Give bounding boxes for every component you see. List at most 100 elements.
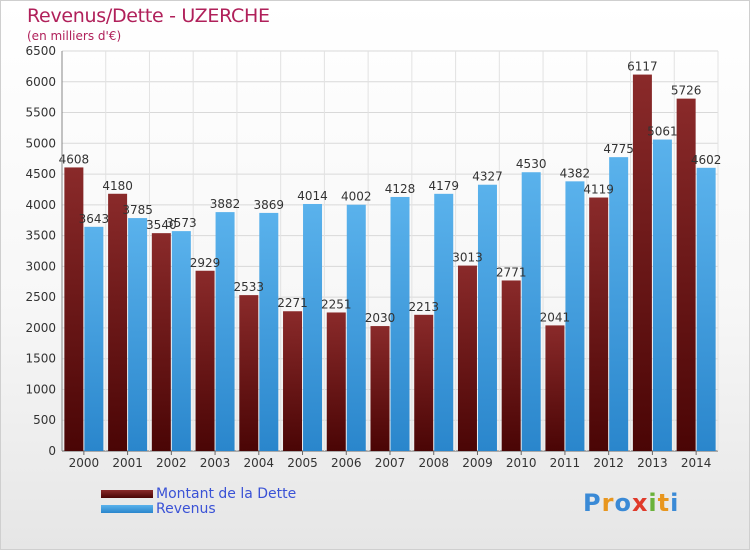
bar-dette: [457, 265, 477, 451]
data-label-dette: 4608: [59, 152, 90, 166]
bar-dette: [632, 74, 652, 452]
y-tick-label: 1500: [25, 352, 56, 366]
bar-dette: [195, 270, 215, 451]
bar-dette: [370, 326, 390, 451]
data-label-revenus: 3573: [166, 216, 197, 230]
x-tick-label: 2002: [156, 456, 187, 470]
x-tick-label: 2012: [593, 456, 624, 470]
data-label-revenus: 4775: [603, 142, 634, 156]
y-tick-label: 4000: [25, 198, 56, 212]
data-label-revenus: 5061: [647, 125, 678, 139]
x-tick-label: 2014: [681, 456, 712, 470]
data-label-revenus: 4382: [560, 166, 591, 180]
y-tick-label: 4500: [25, 167, 56, 181]
bar-revenus: [477, 184, 497, 451]
data-label-revenus: 3882: [210, 197, 241, 211]
chart-subtitle: (en milliers d'€): [27, 29, 122, 43]
x-tick-label: 2004: [244, 456, 275, 470]
legend-label-dette: Montant de la Dette: [156, 486, 297, 502]
y-tick-label: 3500: [25, 229, 56, 243]
bar-revenus: [390, 196, 410, 451]
bar-revenus: [652, 139, 672, 452]
data-label-revenus: 3643: [79, 212, 110, 226]
logo-letter: t: [657, 489, 671, 517]
x-tick-label: 2006: [331, 456, 362, 470]
bar-revenus: [84, 226, 104, 451]
bar-revenus: [696, 167, 716, 452]
x-tick-label: 2013: [637, 456, 668, 470]
bar-revenus: [171, 231, 191, 451]
data-label-dette: 2213: [408, 300, 439, 314]
data-label-revenus: 4602: [691, 153, 722, 167]
legend-label-revenus: Revenus: [156, 501, 216, 517]
data-label-revenus: 4128: [385, 182, 416, 196]
bar-dette: [326, 312, 346, 451]
data-label-dette: 2929: [190, 256, 221, 270]
data-label-revenus: 4530: [516, 157, 547, 171]
y-tick-label: 6500: [25, 44, 56, 58]
bar-dette: [239, 295, 259, 451]
x-tick-label: 2003: [200, 456, 231, 470]
logo-letter: i: [670, 489, 680, 517]
bar-dette: [108, 193, 128, 451]
bar-dette: [501, 280, 521, 451]
bar-dette: [545, 325, 565, 451]
data-label-dette: 5726: [671, 84, 702, 98]
y-tick-label: 500: [33, 413, 56, 427]
data-label-dette: 3013: [452, 251, 483, 265]
y-tick-label: 1000: [25, 382, 56, 396]
data-label-revenus: 4327: [472, 170, 503, 184]
y-tick-label: 2000: [25, 321, 56, 335]
x-tick-label: 2005: [287, 456, 318, 470]
legend-swatch-dette: [101, 490, 153, 498]
bar-dette: [414, 314, 434, 451]
bar-revenus: [215, 212, 235, 451]
x-tick-label: 2007: [375, 456, 406, 470]
bar-revenus: [259, 212, 279, 451]
bar-revenus: [303, 203, 323, 451]
x-tick-label: 2011: [550, 456, 581, 470]
data-label-revenus: 4179: [428, 179, 459, 193]
y-tick-label: 3000: [25, 259, 56, 273]
y-tick-label: 5000: [25, 136, 56, 150]
data-label-dette: 2533: [234, 280, 265, 294]
data-label-dette: 2030: [365, 311, 396, 325]
y-tick-label: 5500: [25, 106, 56, 120]
logo-letter: r: [601, 489, 615, 517]
proxiti-logo: Proxiti: [583, 489, 679, 517]
data-label-dette: 6117: [627, 60, 658, 74]
x-tick-label: 2008: [418, 456, 449, 470]
logo-letter: o: [614, 489, 632, 517]
legend-swatch-revenus: [101, 505, 153, 513]
bar-dette: [589, 197, 609, 451]
x-tick-label: 2009: [462, 456, 493, 470]
bar-revenus: [128, 218, 148, 451]
data-label-dette: 4180: [102, 179, 133, 193]
bar-dette: [676, 98, 696, 451]
chart-title: Revenus/Dette - UZERCHE: [27, 5, 270, 27]
data-label-revenus: 3785: [122, 203, 153, 217]
data-label-dette: 2251: [321, 297, 352, 311]
x-tick-label: 2000: [69, 456, 100, 470]
logo-letter: i: [648, 489, 658, 517]
data-label-dette: 3540: [146, 218, 177, 232]
y-tick-label: 2500: [25, 290, 56, 304]
y-tick-label: 6000: [25, 75, 56, 89]
x-tick-label: 2010: [506, 456, 537, 470]
data-label-dette: 2271: [277, 296, 308, 310]
bar-dette: [283, 311, 303, 451]
logo-letter: x: [631, 489, 649, 517]
data-label-dette: 4119: [583, 183, 614, 197]
data-label-revenus: 3869: [254, 198, 285, 212]
bar-revenus: [565, 181, 585, 452]
data-label-revenus: 4014: [297, 189, 328, 203]
data-label-dette: 2041: [540, 310, 571, 324]
data-label-revenus: 4002: [341, 190, 372, 204]
bar-revenus: [346, 204, 366, 451]
bar-dette: [64, 167, 84, 451]
y-tick-label: 0: [48, 444, 56, 458]
logo-letter: P: [583, 489, 602, 517]
bar-revenus: [521, 172, 541, 451]
